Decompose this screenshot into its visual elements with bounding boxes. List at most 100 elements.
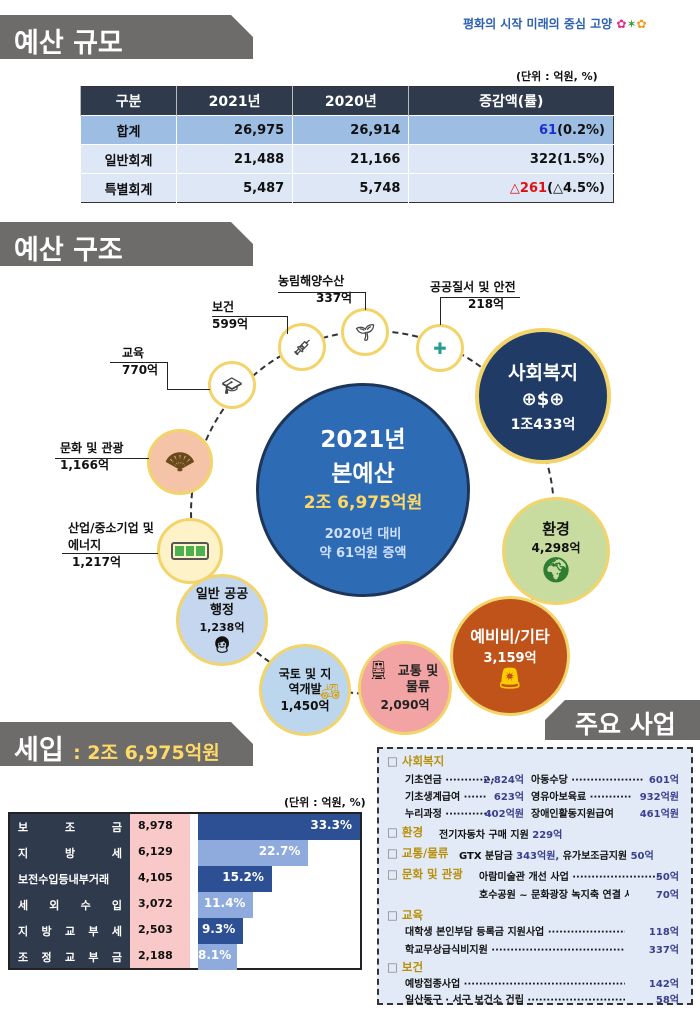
revenue-value: 2,503 [138, 923, 173, 936]
project-category: 보건 [387, 959, 423, 975]
item-name: 사회복지 [508, 362, 578, 384]
revenue-row: 보전수입등내부거래 4,105 15.2% [10, 866, 362, 892]
logo-text: 평화의 시작 미래의 중심 고양 [463, 17, 613, 31]
project-text: 전기자동차 구매 지원 [439, 830, 529, 841]
revenue-row: 지 방 세 6,129 22.7% [10, 840, 362, 866]
unit-label: (단위 : 억원, %) [516, 70, 598, 83]
revenue-name-char: 지 [18, 847, 29, 860]
row-name: 합계 [80, 115, 177, 145]
revenue-share-bar: 8.1% [198, 944, 238, 970]
agriculture-circle: 🌱︎ [341, 308, 389, 356]
cell: 5,487 [175, 173, 293, 203]
revenue-value: 6,129 [138, 845, 173, 858]
item-name: 문화 및 관광 [60, 441, 124, 455]
center-title: 본예산 [331, 460, 395, 487]
safety-circle: ✚ [416, 324, 464, 372]
project-text: 유가보조금지원 [562, 851, 628, 862]
project-amount: 70억 [655, 890, 679, 901]
section-banner-main-projects: 주요 사업 [545, 700, 700, 740]
item-amount: 337억 [316, 291, 353, 305]
col-header: 2020년 [292, 86, 409, 116]
change-rate: (△4.5%) [547, 180, 605, 196]
project-item: 아동수당 ··················· [531, 775, 644, 786]
revenue-name-char: 교 [64, 951, 76, 964]
project-text: GTX 분담금 [459, 851, 513, 862]
section-banner-budget-scale: 예산 규모 [0, 15, 253, 59]
project-item: 영유아보육료 ··········· [531, 792, 632, 803]
col-header: 구분 [80, 86, 177, 116]
cell: 5,748 [292, 173, 409, 203]
item-amount: 218억 [468, 297, 505, 311]
project-amount: 58억 [655, 995, 679, 1006]
project-item: 일산동구 · 서구 보건소 건립 ·······················… [405, 995, 625, 1006]
main-projects-box: 사회복지 기초연금 ·············2,824억 아동수당 ·····… [377, 747, 693, 1006]
excavator-icon: 🚜︎ [320, 682, 341, 701]
project-amount: 343억원, [516, 851, 560, 862]
revenue-name: 보전수입등내부거래 [18, 873, 110, 886]
table-row: 특별회계 5,487 5,748 △261(△4.5%) [80, 173, 614, 203]
item-amount: 1조433억 [510, 417, 576, 433]
budget-scale-table: 구분 2021년 2020년 증감액(률) 합계 26,975 26,914 61(0.2%… [80, 86, 614, 203]
project-item: 장애인활동지원급여 [531, 809, 614, 820]
project-item: 호수공원 ~ 문화광장 녹지축 연결 사업 ··· [479, 890, 629, 901]
project-amount: 50억 [655, 872, 679, 883]
farmer-plant-icon: 🌱︎ [354, 322, 376, 342]
welfare-hands-icon: ⊕$⊕ [521, 389, 565, 410]
section-banner-revenue: 세입 : 2조 6,975억원 [0, 722, 253, 766]
item-name: 공공질서 및 안전 [430, 280, 516, 294]
leader-line [278, 292, 366, 310]
label-health: 보건 599억 [212, 299, 248, 333]
revenue-row: 보 조 금 8,978 33.3% [10, 814, 362, 840]
item-amount: 599억 [212, 317, 249, 331]
environment-circle: 환경 4,298억 🌍︎ [502, 497, 610, 605]
center-amount: 2조 6,975억원 [303, 492, 423, 513]
revenue-title: 세입 [14, 735, 64, 766]
names-column [10, 814, 130, 968]
label-safety: 공공질서 및 안전 218억 [430, 279, 516, 313]
project-item: 전기자동차 구매 지원 229억 [439, 826, 562, 841]
leader-line [168, 389, 210, 390]
revenue-name-char: 세 [18, 899, 29, 912]
project-amount: 461억원 [639, 809, 679, 820]
project-amount: 2,824억 [483, 775, 524, 786]
leader-line [440, 297, 520, 325]
revenue-name-char: 방 [41, 925, 52, 938]
change-rate: (1.5%) [557, 151, 605, 167]
revenue-name-char: 부 [88, 925, 99, 938]
syringe-icon: 💉︎ [291, 337, 313, 357]
project-item: 누리과정 ············· [405, 809, 495, 820]
education-circle: 🎓︎ [208, 361, 256, 409]
land-development-circle: 국토 및 지역개발 1,450억 [259, 644, 351, 736]
project-amount: 623억 [493, 792, 524, 803]
item-name: 교육 [122, 346, 145, 360]
cell: 21,166 [292, 144, 409, 174]
revenue-share-bar: 11.4% [198, 892, 254, 918]
revenue-share-bar: 15.2% [198, 866, 272, 892]
project-item: 기초생계급여 ······ [405, 792, 487, 803]
revenue-name-char: 수 [80, 899, 91, 912]
item-amount: 1,217억 [72, 555, 121, 569]
public-admin-circle: 일반 공공행정 1,238억 👩︎ [176, 574, 268, 666]
item-amount: 2,090억 [380, 697, 430, 712]
item-name: 국토 및 지역개발 [278, 666, 332, 696]
revenue-name-char: 금 [111, 951, 122, 964]
revenue-value: 3,072 [138, 897, 173, 910]
revenue-name-char: 금 [111, 821, 122, 834]
cell: 26,914 [292, 115, 409, 145]
col-header: 증감액(률) [408, 86, 614, 116]
battery-icon [171, 542, 209, 560]
item-name: 보건 [212, 300, 235, 314]
change-value: △261 [509, 180, 548, 196]
unit-label: (단위 : 억원, %) [284, 796, 366, 809]
project-amount: 118억 [648, 927, 679, 938]
item-amount: 770억 [122, 363, 159, 377]
label-education: 교육 770억 [122, 345, 158, 379]
graduation-cap-icon: 🎓︎ [221, 375, 243, 395]
project-category: 환경 [387, 824, 423, 840]
revenue-row: 지 방 교 부 세 2,503 9.3% [10, 918, 362, 944]
cell: 21,488 [175, 144, 293, 174]
